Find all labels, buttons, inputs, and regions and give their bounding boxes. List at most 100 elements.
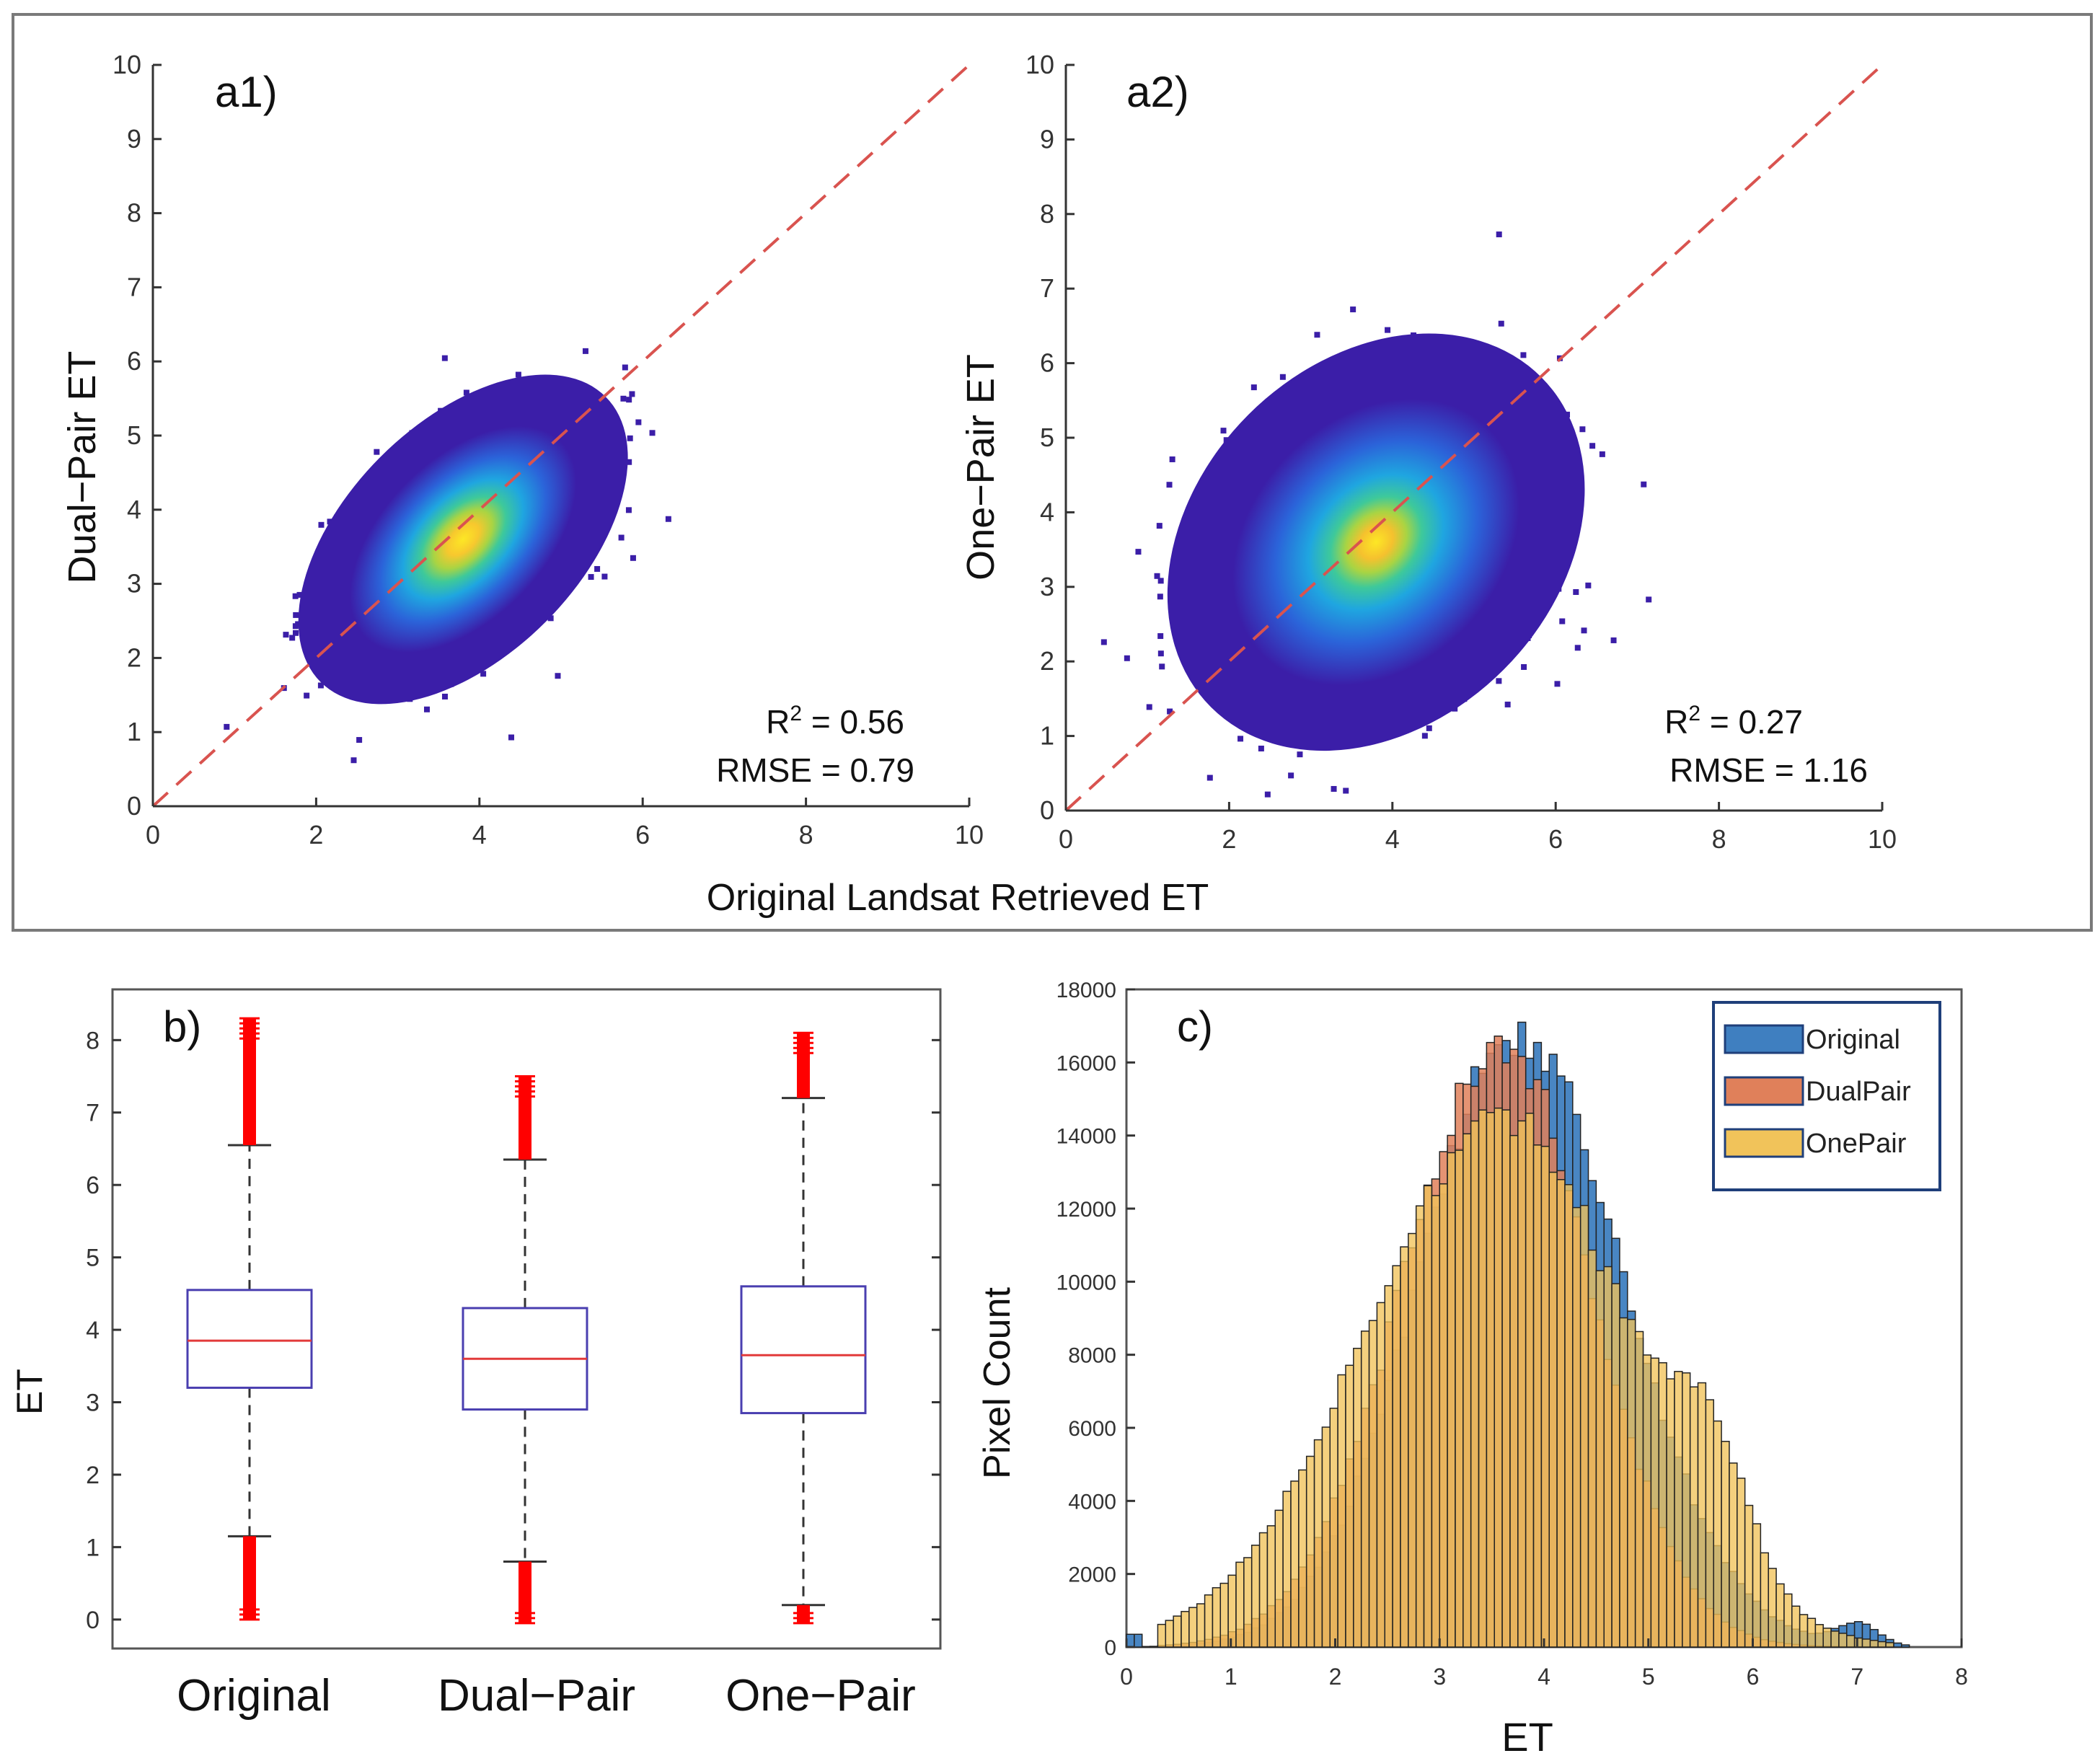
hist-bar-onepair xyxy=(1814,1624,1824,1648)
scatter-point xyxy=(1581,627,1587,634)
scatter-point xyxy=(1496,678,1502,684)
hist-bar-onepair xyxy=(1431,1195,1441,1648)
scatter-point xyxy=(1264,791,1271,798)
identity-line-a2 xyxy=(1064,63,1884,812)
density-cloud-a1 xyxy=(224,348,671,764)
hist-bar-onepair xyxy=(1173,1615,1182,1648)
hist-bar-onepair xyxy=(1760,1552,1769,1648)
x-tick-label: 6 xyxy=(1747,1664,1760,1690)
ylabel-a2: One−Pair ET xyxy=(959,354,1002,581)
hist-bar-onepair xyxy=(1791,1605,1801,1648)
hist-bar-onepair xyxy=(1509,1134,1519,1648)
density-core xyxy=(1207,374,1545,711)
density-core xyxy=(330,406,596,673)
hist-bar-onepair xyxy=(1806,1617,1817,1648)
hist-bar-onepair xyxy=(1729,1462,1738,1648)
scatter-point xyxy=(625,507,632,513)
scatter-point xyxy=(1554,681,1561,687)
shared-xlabel: Original Landsat Retrieved ET xyxy=(707,877,1209,919)
scatter-point xyxy=(1250,384,1257,391)
category-label: One−Pair xyxy=(725,1671,916,1721)
scatter-point xyxy=(618,534,625,541)
hist-bar-onepair xyxy=(1775,1583,1785,1648)
scatter-point xyxy=(292,630,299,636)
hist-bar-onepair xyxy=(1713,1420,1722,1648)
scatter-point xyxy=(1156,523,1162,529)
x-tick-label: 8 xyxy=(1955,1664,1968,1690)
scatter-point xyxy=(1146,704,1152,710)
scatter-point xyxy=(547,615,554,622)
scatter-point xyxy=(1421,733,1428,739)
hist-bar-onepair xyxy=(1674,1371,1683,1648)
scatter-point xyxy=(555,673,561,679)
y-tick-label: 12000 xyxy=(1056,1198,1116,1222)
y-tick-label: 5 xyxy=(86,1245,100,1272)
scatter-point xyxy=(1646,596,1652,603)
outliers-low xyxy=(243,1536,256,1620)
legend-label-onepair: OnePair xyxy=(1806,1129,1907,1159)
y-tick-label: 1 xyxy=(127,717,141,746)
hist-bar-onepair xyxy=(1376,1302,1386,1648)
scatter-point xyxy=(1135,549,1142,555)
scatter-point xyxy=(463,389,469,396)
hist-bar-onepair xyxy=(1572,1206,1581,1648)
r2-sup-a2: 2 xyxy=(1688,702,1700,725)
hist-bar-onepair xyxy=(1869,1639,1879,1648)
hist-bar-onepair xyxy=(1666,1378,1675,1648)
hist-bar-original xyxy=(1901,1644,1910,1648)
scatter-point xyxy=(1154,573,1160,579)
scatter-point xyxy=(480,671,487,677)
hist-bar-onepair xyxy=(1540,1145,1550,1648)
scatter-point xyxy=(1520,352,1527,358)
scatter-point xyxy=(1426,725,1432,731)
hist-bar-onepair xyxy=(1258,1532,1269,1648)
hist-bar-onepair xyxy=(1501,1109,1511,1648)
scatter-point xyxy=(1100,639,1107,645)
y-tick-label: 5 xyxy=(1040,423,1054,452)
r2-label-a1: R xyxy=(766,703,790,741)
hist-bar-onepair xyxy=(1830,1630,1840,1648)
hist-bar-original xyxy=(1126,1633,1135,1648)
panel-label-a1: a1) xyxy=(215,68,278,116)
hist-bar-onepair xyxy=(1877,1641,1887,1648)
scatter-point xyxy=(1589,443,1596,449)
x-tick-label: 10 xyxy=(955,820,984,849)
x-tick-label: 3 xyxy=(1433,1664,1446,1690)
x-tick-label: 5 xyxy=(1642,1664,1655,1690)
hist-bar-onepair xyxy=(1400,1246,1409,1648)
hist-bar-onepair xyxy=(1282,1491,1292,1648)
hist-bar-onepair xyxy=(1368,1320,1378,1648)
scatter-point xyxy=(224,723,230,730)
scatter-point xyxy=(1238,736,1244,742)
hist-bar-onepair xyxy=(1188,1607,1198,1648)
hist-bar-onepair xyxy=(1822,1628,1832,1648)
scatter-point xyxy=(1350,306,1356,313)
y-tick-label: 2000 xyxy=(1068,1563,1116,1587)
hist-bar-original xyxy=(1893,1642,1902,1648)
scatter-point xyxy=(374,449,380,455)
scatter-point xyxy=(1599,451,1605,457)
hist-bar-onepair xyxy=(1579,1204,1589,1648)
scatter-point xyxy=(1496,231,1502,238)
legend-swatch-original xyxy=(1724,1024,1804,1054)
hist-bar-onepair xyxy=(1392,1265,1401,1648)
hist-bar-onepair xyxy=(1705,1399,1714,1648)
scatter-point xyxy=(1385,327,1391,333)
scatter-point xyxy=(292,593,299,599)
hist-bar-onepair xyxy=(1838,1633,1848,1648)
scatter-point xyxy=(317,682,324,689)
scatter-point xyxy=(283,632,289,638)
y-tick-label: 6 xyxy=(1040,348,1054,378)
hist-bar-onepair xyxy=(1313,1439,1323,1648)
scatter-point xyxy=(1159,663,1165,670)
y-tick-label: 8 xyxy=(127,198,141,228)
x-tick-label: 0 xyxy=(1059,824,1073,854)
scatter-point xyxy=(1157,578,1164,584)
hist-bar-onepair xyxy=(1345,1364,1354,1648)
scatter-point xyxy=(1288,772,1294,779)
y-tick-label: 14000 xyxy=(1056,1125,1116,1149)
hist-bar-onepair xyxy=(1219,1582,1229,1648)
scatter-point xyxy=(1157,650,1164,657)
y-tick-label: 6 xyxy=(127,346,141,376)
